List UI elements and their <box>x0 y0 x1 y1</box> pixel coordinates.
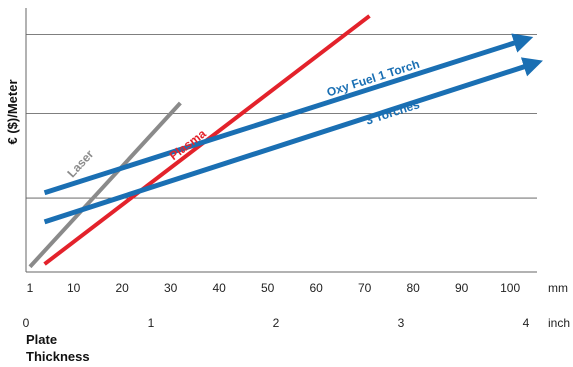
x-tick-mm-10: 90 <box>455 281 469 295</box>
series-line-3 <box>43 33 534 196</box>
x-unit-inch: inch <box>548 316 570 330</box>
x-tick-inch-1: 0 <box>23 316 30 330</box>
series-line-1 <box>28 101 182 269</box>
x-unit-mm: mm <box>548 281 568 295</box>
x-axis-title-line-1: Plate <box>26 332 57 347</box>
x-tick-mm-5: 40 <box>212 281 226 295</box>
x-tick-inch-3: 2 <box>273 316 280 330</box>
x-ticks-mm: 1 10 20 30 40 50 60 70 80 90 100 <box>27 281 521 295</box>
x-tick-mm-8: 70 <box>358 281 372 295</box>
x-tick-mm-9: 80 <box>406 281 420 295</box>
x-tick-inch-2: 1 <box>148 316 155 330</box>
x-tick-inch-5: 4 <box>523 316 530 330</box>
series-line-4 <box>43 57 543 225</box>
x-tick-mm-4: 30 <box>164 281 178 295</box>
x-axis-title-line-2: Thickness <box>26 349 90 364</box>
x-tick-mm-2: 10 <box>67 281 81 295</box>
x-tick-mm-6: 50 <box>261 281 275 295</box>
x-ticks-inch: 0 1 2 3 4 <box>23 316 530 330</box>
x-tick-mm-3: 20 <box>115 281 129 295</box>
x-tick-mm-11: 100 <box>500 281 520 295</box>
x-tick-mm-1: 1 <box>27 281 34 295</box>
x-tick-inch-4: 3 <box>398 316 405 330</box>
y-axis-title: € ($)/Meter <box>5 79 20 144</box>
series-label-4: 3 Torches <box>364 97 422 128</box>
x-tick-mm-7: 60 <box>309 281 323 295</box>
